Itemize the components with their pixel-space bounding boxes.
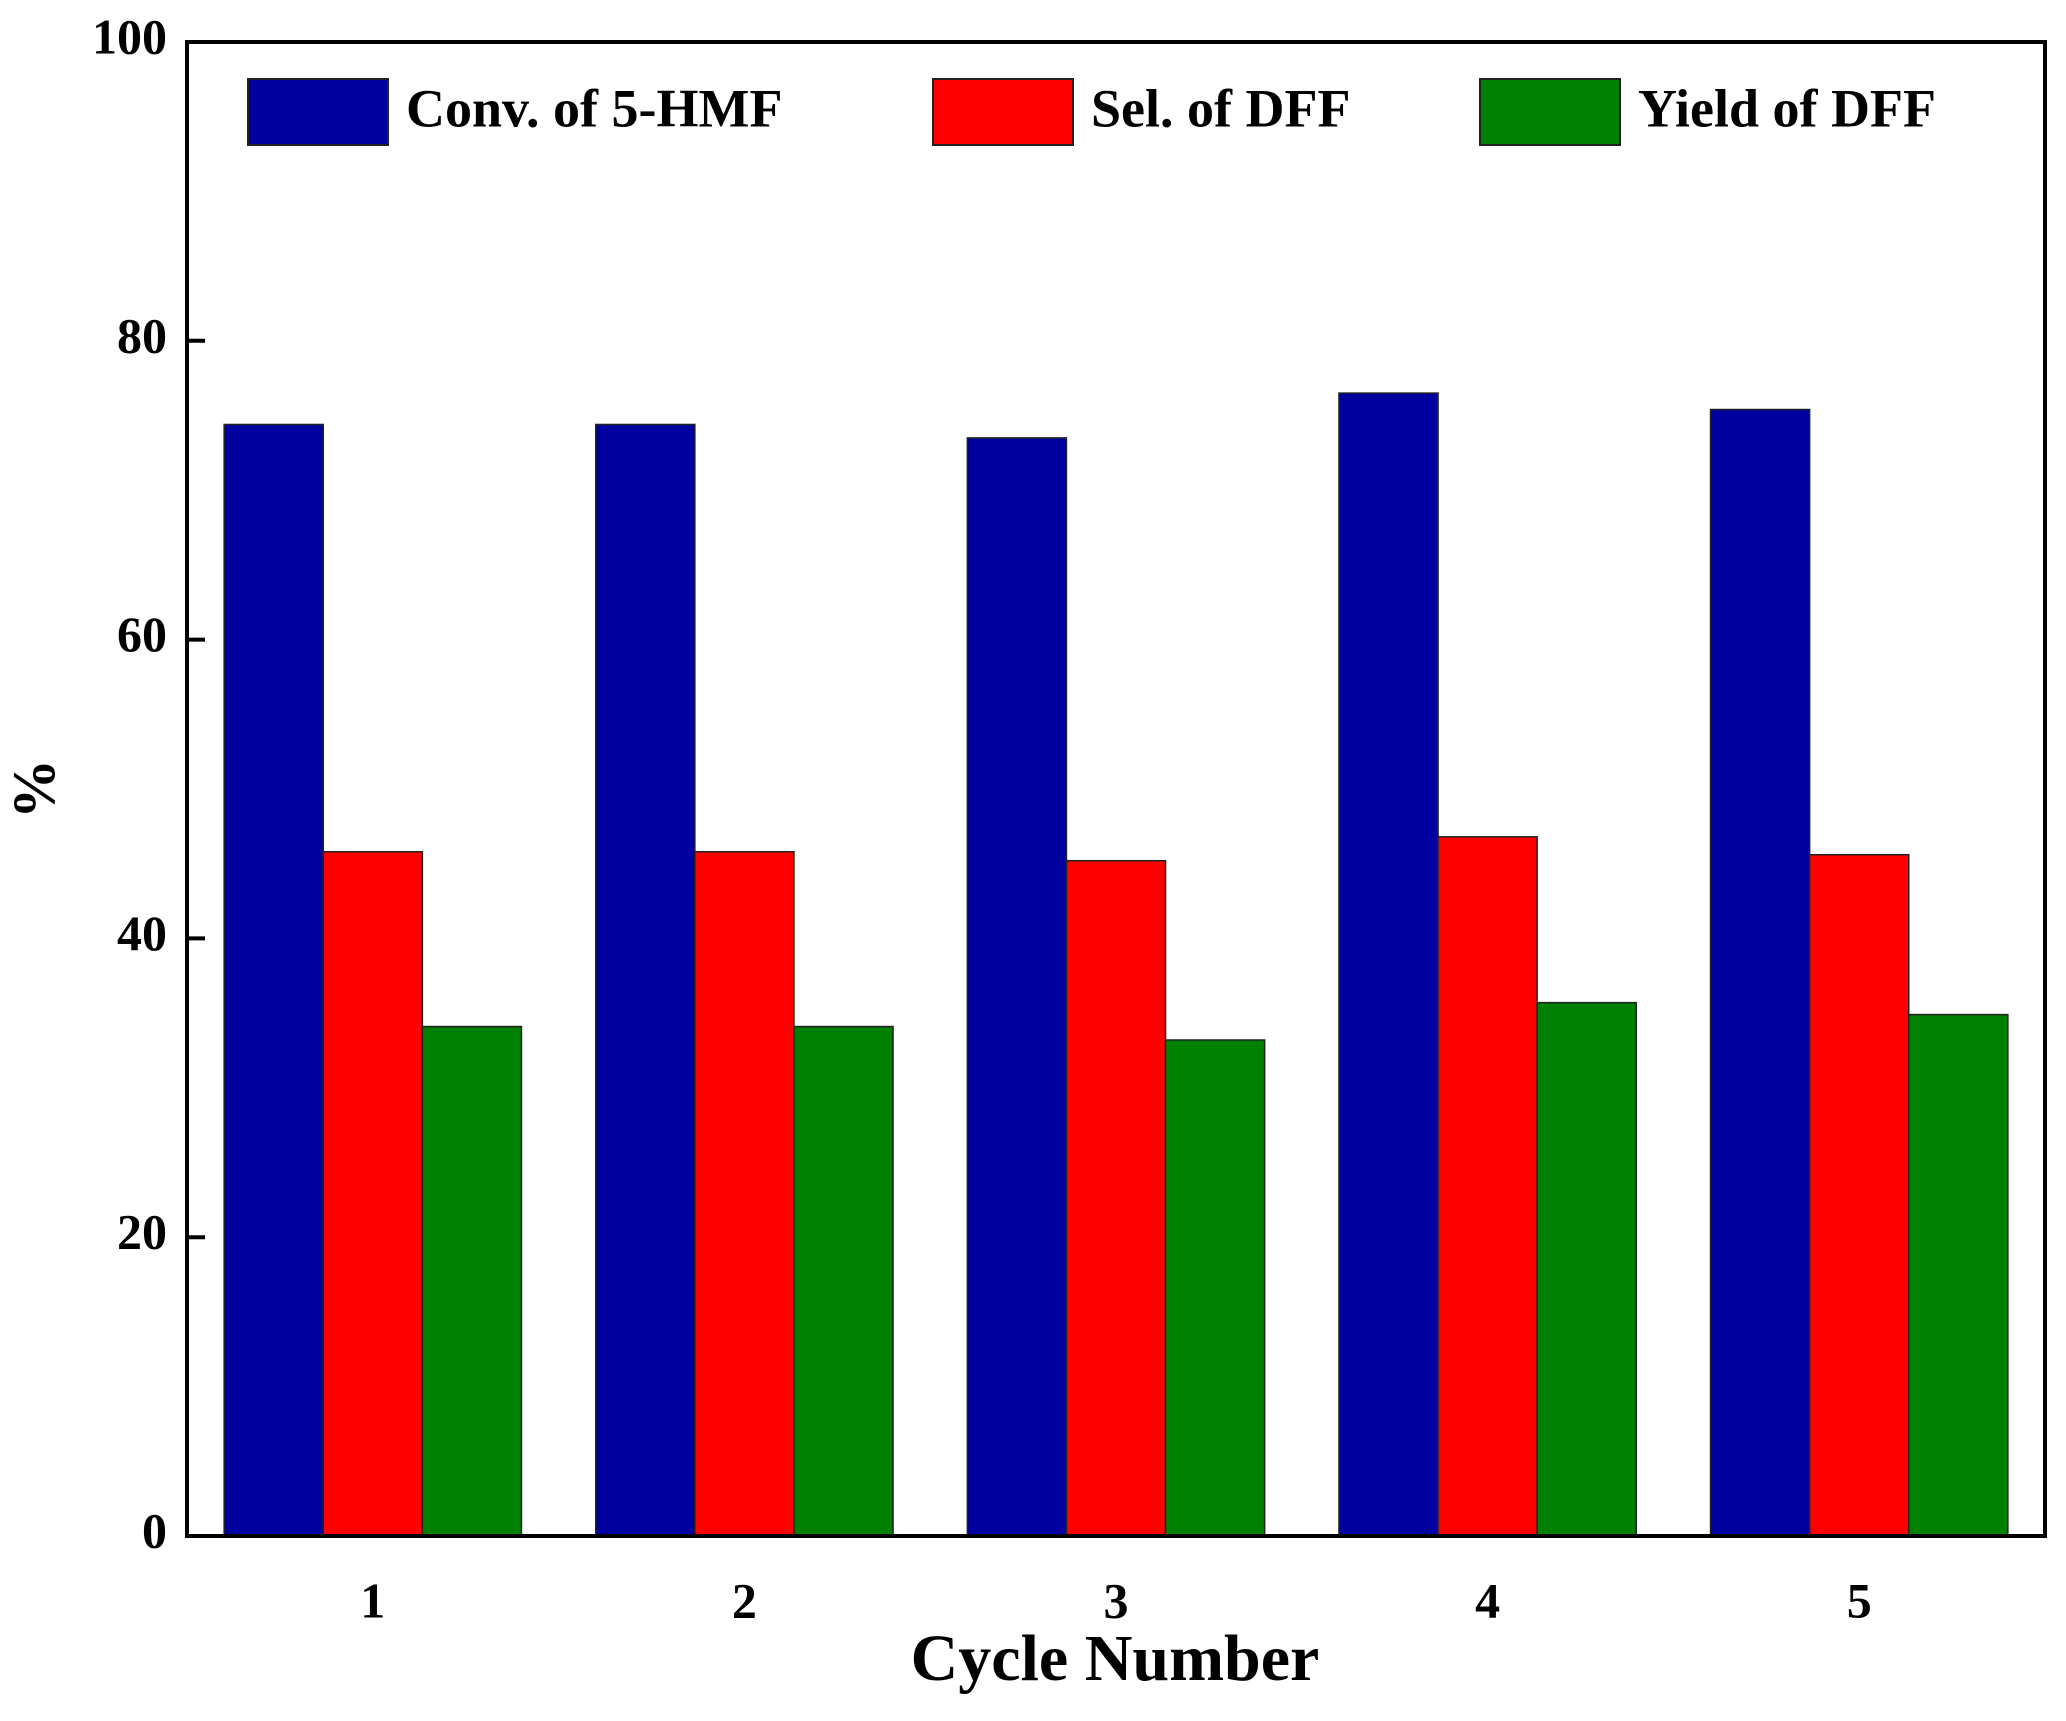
bar [1065, 859, 1167, 1537]
legend-label: Yield of DFF [1638, 78, 1936, 138]
legend-swatch [247, 78, 389, 146]
legend-label: Conv. of 5-HMF [406, 78, 782, 138]
legend-swatch [1479, 78, 1621, 146]
bar [322, 850, 424, 1537]
y-axis-title: % [1, 759, 67, 819]
bar [595, 423, 696, 1537]
legend-swatch [932, 78, 1074, 146]
y-tick-label: 20 [117, 1204, 167, 1260]
x-axis-title: Cycle Number [911, 1622, 1320, 1695]
y-tick-label: 0 [142, 1502, 167, 1558]
bar [694, 850, 795, 1537]
y-tick-label: 60 [117, 606, 167, 662]
bar [1437, 836, 1538, 1537]
x-tick-label: 5 [1847, 1572, 1872, 1628]
y-tick-label: 100 [92, 8, 167, 64]
bar [793, 1025, 894, 1537]
bar [1709, 408, 1811, 1537]
x-tick-label: 4 [1475, 1572, 1500, 1628]
bar [1808, 853, 1910, 1537]
bar [1907, 1013, 2009, 1537]
plot-frame [185, 40, 2047, 1538]
bar [1164, 1039, 1266, 1537]
bar [1338, 392, 1439, 1537]
x-tick-label: 3 [1104, 1572, 1129, 1628]
legend-label: Sel. of DFF [1091, 78, 1350, 138]
x-tick-label: 2 [732, 1572, 757, 1628]
bar [1536, 1001, 1637, 1537]
bar [966, 437, 1068, 1537]
bar [223, 423, 325, 1537]
y-tick-label: 40 [117, 905, 167, 961]
x-tick-label: 1 [360, 1572, 385, 1628]
bar [421, 1025, 523, 1537]
y-tick-label: 80 [117, 307, 167, 363]
